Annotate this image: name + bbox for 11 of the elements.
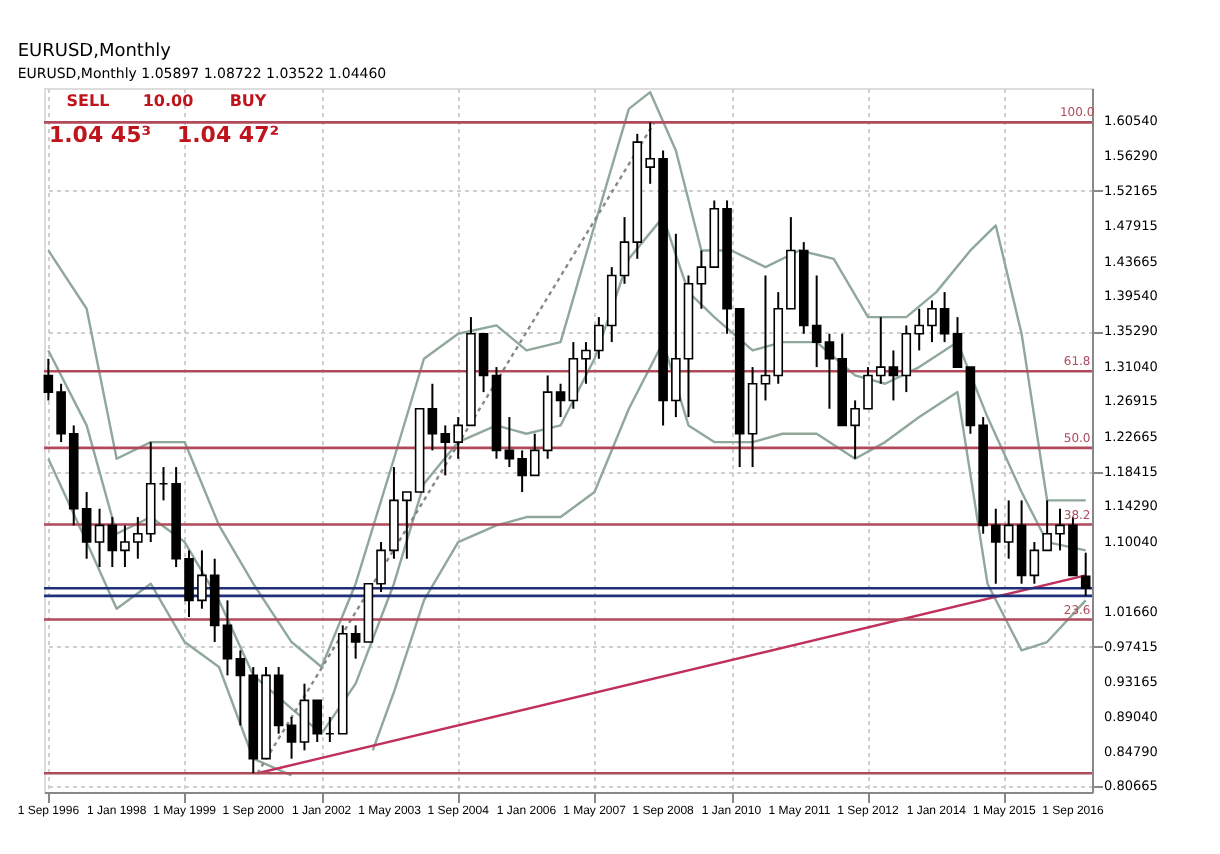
annotation: SELL	[66, 92, 110, 110]
annotation: 1.04 45³	[48, 122, 152, 148]
candlestick	[222, 599, 233, 677]
candlestick	[94, 507, 105, 569]
annotation: BUY	[229, 92, 267, 110]
annotation: 10.00	[142, 92, 195, 110]
candlestick	[952, 316, 963, 369]
candlestick	[555, 382, 566, 419]
annotation: 1.04 47²	[176, 122, 280, 148]
chart-title: EURUSD,Monthly	[17, 42, 173, 62]
candlestick	[286, 716, 297, 760]
